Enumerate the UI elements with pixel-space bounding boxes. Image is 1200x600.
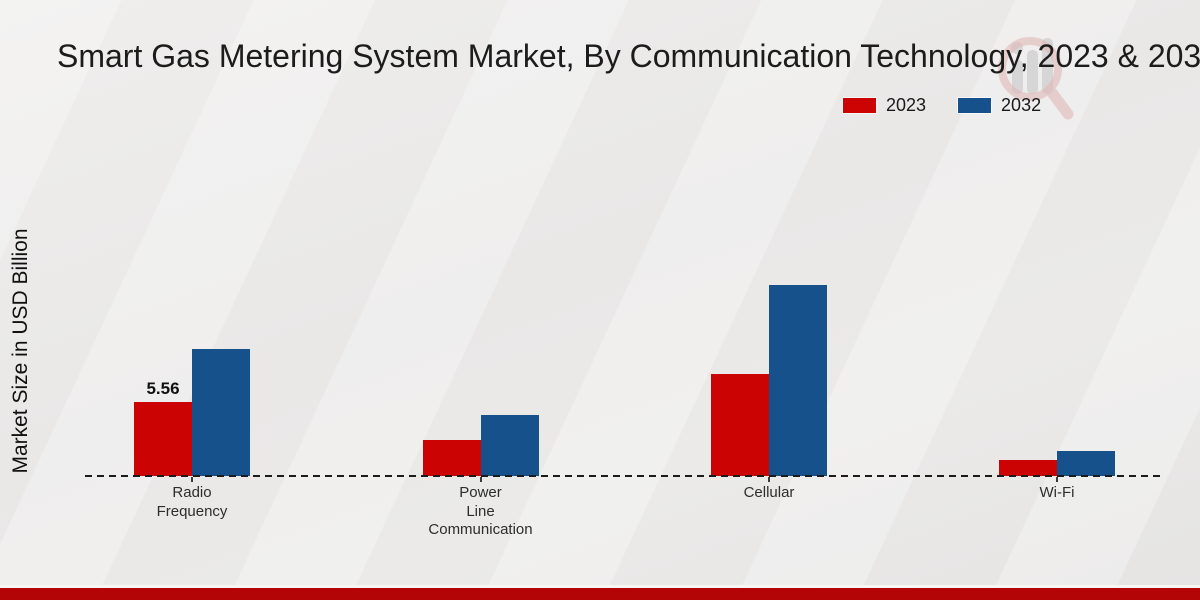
x-axis-line: [85, 475, 1164, 477]
bar-2023-wi-fi: [999, 459, 1057, 476]
legend-item-2023: 2023: [843, 95, 926, 116]
bar-2032-power-line-communication: [480, 415, 539, 476]
bar-2032-cellular: [769, 285, 827, 476]
bar-2023-power-line-communication: [422, 440, 481, 476]
category-label-wi-fi: Wi-Fi: [1039, 484, 1075, 501]
legend-label-2032: 2032: [1001, 95, 1042, 115]
y-axis-label: Market Size in USD Billion: [9, 228, 32, 474]
legend: 2023 2032: [843, 95, 1041, 116]
category-label-power-line-communication: Power Line Communication: [428, 484, 533, 538]
x-axis-tick-power-line-communication: [479, 477, 482, 482]
x-axis-tick-radio-frequency: [191, 477, 193, 482]
x-axis-tick-wi-fi: [1056, 477, 1058, 482]
bar-2023-cellular: [711, 373, 769, 476]
legend-label-2023: 2023: [886, 95, 927, 115]
footer-accent-band: [0, 588, 1200, 600]
legend-swatch-2023-icon: [843, 98, 876, 113]
x-axis-tick-cellular: [768, 477, 770, 482]
category-label-cellular: Cellular: [743, 484, 795, 501]
bar-2023-radio-frequency: [134, 401, 192, 476]
chart-title: Smart Gas Metering System Market, By Com…: [57, 38, 1200, 74]
bar-2032-radio-frequency: [192, 348, 250, 476]
brand-watermark-icon: [998, 37, 1074, 120]
bar-2032-wi-fi: [1057, 451, 1115, 476]
category-label-radio-frequency: Radio Frequency: [156, 484, 228, 520]
footer-separator: [0, 585, 1200, 588]
legend-item-2032: 2032: [958, 95, 1041, 116]
bar-value-label-radio-frequency: 5.56: [146, 378, 180, 398]
legend-swatch-2032-icon: [958, 98, 992, 113]
